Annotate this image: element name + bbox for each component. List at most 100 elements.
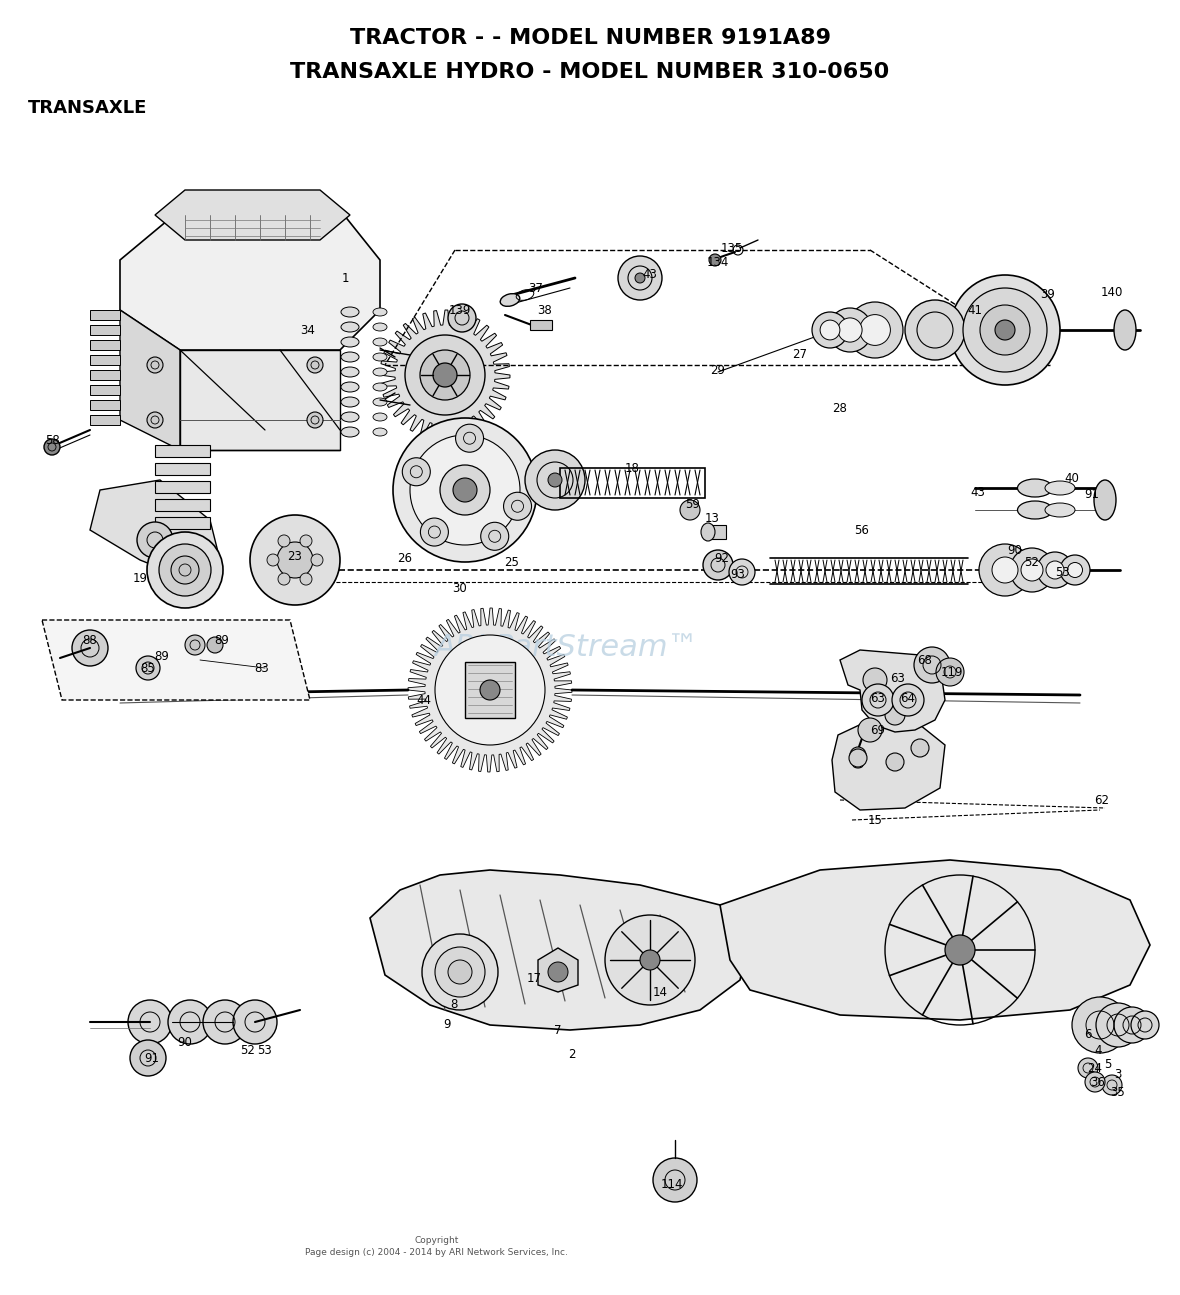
- Circle shape: [1102, 1075, 1122, 1096]
- Circle shape: [979, 544, 1031, 596]
- Circle shape: [448, 960, 472, 984]
- Polygon shape: [413, 438, 517, 543]
- Text: 3: 3: [1114, 1068, 1122, 1081]
- Polygon shape: [181, 350, 340, 449]
- Text: 56: 56: [854, 523, 870, 536]
- Circle shape: [312, 554, 323, 566]
- Text: 17: 17: [526, 971, 542, 984]
- Circle shape: [300, 574, 312, 585]
- Circle shape: [175, 559, 196, 580]
- Circle shape: [1071, 997, 1128, 1053]
- Circle shape: [820, 320, 840, 339]
- Text: 64: 64: [900, 692, 916, 704]
- Ellipse shape: [373, 413, 387, 421]
- Ellipse shape: [373, 322, 387, 332]
- Text: 4: 4: [1094, 1044, 1102, 1057]
- Text: 13: 13: [704, 512, 720, 524]
- Text: 53: 53: [256, 1044, 271, 1057]
- Circle shape: [1037, 552, 1073, 588]
- Circle shape: [618, 256, 662, 300]
- Circle shape: [420, 518, 448, 546]
- Polygon shape: [90, 400, 120, 411]
- Polygon shape: [120, 310, 181, 449]
- Ellipse shape: [1114, 310, 1136, 350]
- Text: 119: 119: [940, 666, 963, 679]
- Polygon shape: [155, 517, 210, 528]
- Ellipse shape: [373, 398, 387, 407]
- Text: 8: 8: [451, 998, 458, 1011]
- Circle shape: [148, 412, 163, 429]
- Text: 139: 139: [448, 303, 471, 316]
- Circle shape: [905, 300, 965, 360]
- Circle shape: [136, 657, 160, 680]
- Text: 89: 89: [155, 650, 170, 663]
- Ellipse shape: [500, 294, 519, 307]
- Polygon shape: [155, 499, 210, 512]
- Polygon shape: [153, 623, 197, 667]
- Polygon shape: [720, 860, 1150, 1020]
- Polygon shape: [371, 870, 750, 1030]
- Circle shape: [409, 435, 520, 545]
- Circle shape: [1068, 562, 1082, 578]
- Circle shape: [992, 557, 1018, 583]
- Circle shape: [453, 478, 477, 502]
- Text: 5: 5: [1104, 1058, 1112, 1071]
- Text: 7: 7: [555, 1023, 562, 1036]
- Ellipse shape: [373, 338, 387, 346]
- Circle shape: [605, 916, 695, 1005]
- Text: 43: 43: [971, 486, 985, 499]
- Ellipse shape: [341, 427, 359, 436]
- Circle shape: [206, 637, 223, 653]
- Circle shape: [435, 947, 485, 997]
- Circle shape: [307, 357, 323, 373]
- Text: 35: 35: [1110, 1085, 1126, 1098]
- Text: 39: 39: [1041, 289, 1055, 302]
- Ellipse shape: [1094, 480, 1116, 521]
- Circle shape: [981, 306, 1030, 355]
- Polygon shape: [159, 544, 211, 596]
- Text: 34: 34: [301, 324, 315, 337]
- Circle shape: [850, 747, 866, 763]
- Circle shape: [858, 717, 881, 742]
- Ellipse shape: [373, 383, 387, 391]
- Circle shape: [1045, 561, 1064, 579]
- Text: 1: 1: [341, 272, 349, 285]
- Circle shape: [525, 449, 585, 510]
- Polygon shape: [90, 480, 219, 580]
- Circle shape: [838, 317, 863, 342]
- Polygon shape: [90, 341, 120, 350]
- Circle shape: [1084, 1072, 1104, 1092]
- Circle shape: [848, 749, 867, 767]
- Ellipse shape: [373, 368, 387, 376]
- Circle shape: [307, 412, 323, 429]
- Text: 19: 19: [132, 571, 148, 584]
- Circle shape: [448, 304, 476, 332]
- Ellipse shape: [373, 354, 387, 361]
- Text: 88: 88: [83, 633, 98, 646]
- Polygon shape: [90, 385, 120, 395]
- Text: 58: 58: [45, 434, 59, 447]
- Ellipse shape: [1045, 502, 1075, 517]
- Circle shape: [548, 962, 568, 982]
- Text: 90: 90: [177, 1036, 192, 1049]
- Text: 43: 43: [643, 268, 657, 281]
- Circle shape: [504, 492, 531, 521]
- Text: 25: 25: [505, 556, 519, 569]
- Text: 28: 28: [833, 401, 847, 414]
- Circle shape: [44, 439, 60, 455]
- Polygon shape: [90, 414, 120, 425]
- Text: TRANSAXLE: TRANSAXLE: [28, 98, 148, 117]
- Text: 40: 40: [1064, 471, 1080, 484]
- Circle shape: [415, 344, 476, 405]
- Circle shape: [945, 935, 975, 965]
- Circle shape: [914, 648, 950, 682]
- Circle shape: [886, 752, 904, 771]
- Text: 38: 38: [538, 303, 552, 316]
- Ellipse shape: [373, 308, 387, 316]
- Text: 90: 90: [1008, 544, 1022, 557]
- Polygon shape: [90, 325, 120, 335]
- Ellipse shape: [341, 307, 359, 317]
- Text: 29: 29: [710, 364, 726, 377]
- Text: 6: 6: [1084, 1028, 1092, 1041]
- Ellipse shape: [701, 523, 715, 541]
